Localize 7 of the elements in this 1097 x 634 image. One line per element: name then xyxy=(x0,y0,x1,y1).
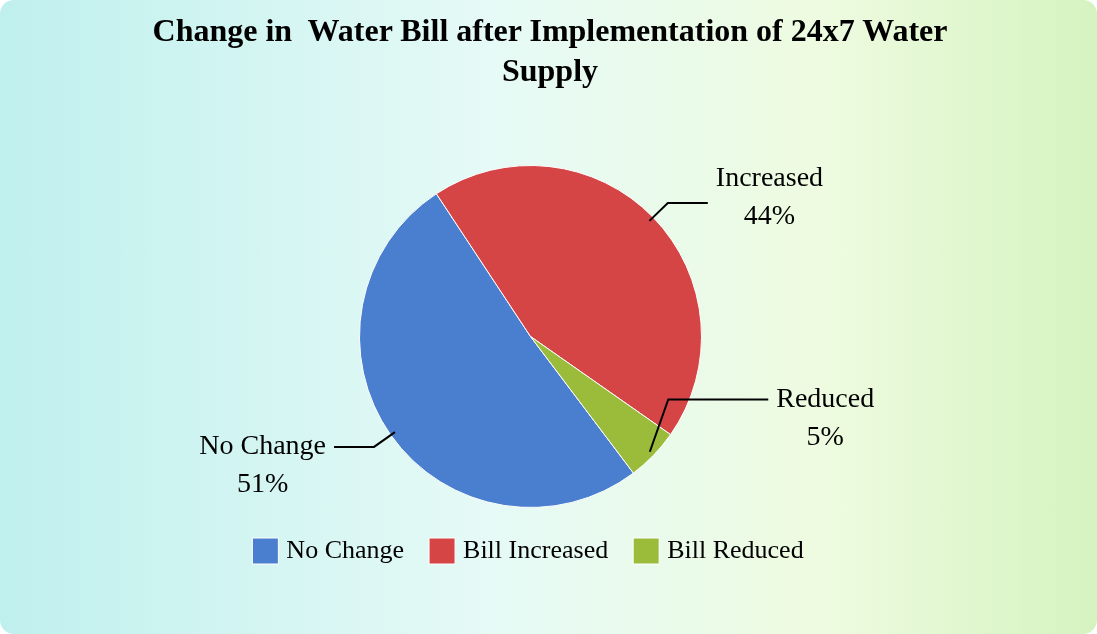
legend-label: Bill Reduced xyxy=(667,534,804,564)
data-label: Increased 44% xyxy=(715,161,824,231)
legend-label: No Change xyxy=(286,534,405,564)
chart-title: Change in Water Bill after Implementation of 24x7 Water Supply xyxy=(151,11,949,90)
legend-label: Bill Increased xyxy=(463,534,609,564)
data-label: No Change 51% xyxy=(199,429,327,499)
data-label: Reduced 5% xyxy=(776,381,875,451)
